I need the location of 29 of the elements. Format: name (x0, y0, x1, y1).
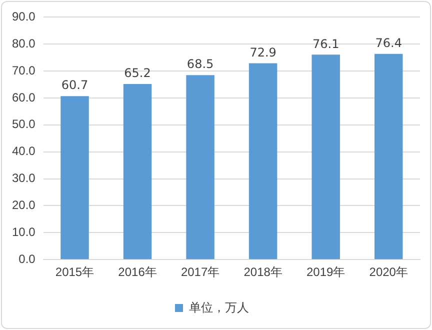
y-tick-label: 90.0 (12, 10, 36, 24)
y-tick-label: 60.0 (12, 90, 36, 104)
x-tick-label: 2017年 (180, 265, 220, 280)
x-tick-label: 2019年 (306, 265, 346, 280)
bar (312, 54, 340, 260)
y-tick-label: 40.0 (12, 144, 36, 158)
x-tick-label: 2018年 (244, 265, 282, 280)
bar (374, 54, 403, 260)
bar (186, 75, 214, 260)
data-label: 76.4 (375, 36, 402, 50)
y-tick-label: 0.0 (18, 252, 36, 266)
y-tick-label: 10.0 (12, 224, 36, 239)
y-tick-label: 20.0 (12, 198, 36, 212)
bar (248, 63, 278, 260)
data-label: 72.9 (250, 45, 276, 60)
x-tick-label: 2016年 (118, 265, 157, 280)
x-tick-label: 2020年 (369, 265, 408, 280)
bar (123, 84, 152, 260)
data-label: 76.1 (312, 36, 340, 51)
data-label: 60.7 (61, 78, 88, 92)
x-tick-label: 2015年 (55, 265, 94, 280)
bar (60, 96, 89, 260)
legend-label: 单位，万人 (189, 300, 249, 314)
y-tick-label: 50.0 (12, 117, 36, 132)
y-tick-label: 30.0 (12, 171, 36, 186)
y-tick-label: 80.0 (12, 36, 36, 50)
data-label: 68.5 (186, 57, 214, 72)
data-label: 65.2 (124, 66, 151, 80)
y-tick-label: 70.0 (12, 63, 36, 78)
